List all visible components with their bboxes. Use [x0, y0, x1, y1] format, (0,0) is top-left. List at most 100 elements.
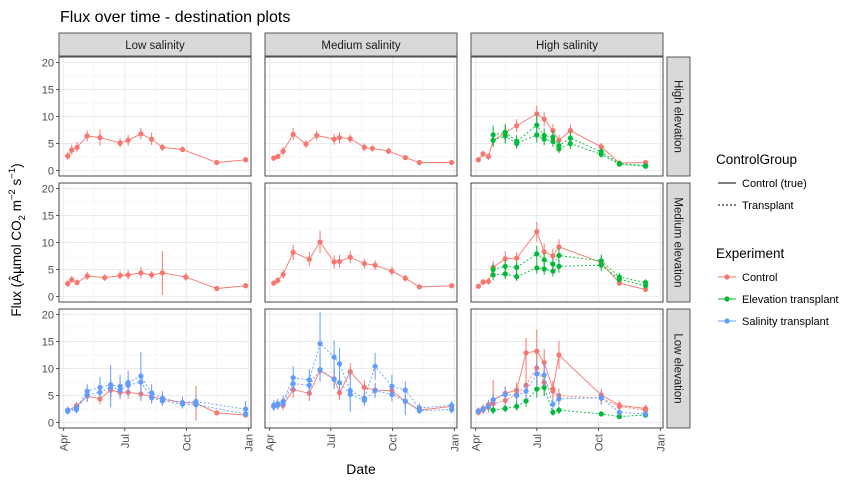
data-point — [317, 239, 323, 245]
data-point — [598, 395, 604, 401]
data-point — [449, 283, 455, 289]
data-point — [149, 395, 155, 401]
data-point — [556, 407, 562, 413]
data-point — [556, 263, 562, 269]
facet-panel: Apr Jul Oct Jan — [264, 308, 461, 452]
data-point — [347, 391, 353, 398]
facet-panel: 0 5 10 15 20 — [42, 56, 252, 178]
facet-panel: Apr Jul Oct Jan — [470, 308, 667, 452]
data-point — [514, 140, 520, 147]
data-point — [303, 141, 309, 147]
data-point — [616, 274, 622, 280]
x-tick-label: Jan — [243, 434, 255, 452]
data-point — [490, 407, 496, 413]
panel-border — [470, 308, 664, 429]
panel-border — [264, 182, 458, 303]
y-tick-label: 5 — [48, 391, 54, 403]
data-point — [642, 286, 649, 293]
data-point — [534, 122, 540, 128]
series-line — [493, 253, 646, 283]
row-strip-label: Medium elevation — [672, 197, 684, 287]
data-point — [490, 137, 496, 143]
data-point — [183, 274, 189, 280]
data-point — [514, 403, 520, 409]
data-point — [567, 135, 573, 141]
y-tick-label: 0 — [48, 292, 54, 304]
series — [65, 127, 249, 166]
data-point — [514, 273, 520, 280]
data-point — [475, 283, 481, 289]
data-point — [556, 137, 562, 143]
data-point — [138, 131, 144, 137]
column-strip-box — [264, 32, 458, 57]
data-point — [550, 409, 556, 415]
data-point — [416, 408, 423, 414]
data-point — [214, 410, 220, 416]
data-point — [280, 271, 286, 278]
data-point — [598, 258, 604, 264]
legend-color-key-point — [724, 274, 730, 280]
data-point — [514, 392, 520, 399]
data-point — [159, 144, 165, 150]
data-point — [402, 398, 408, 404]
data-point — [502, 391, 508, 398]
data-point — [361, 384, 367, 391]
series — [490, 245, 649, 286]
row-strip: High elevation — [666, 56, 691, 177]
data-point — [179, 146, 186, 153]
data-point — [642, 279, 649, 286]
legend-color-title: Experiment — [716, 246, 785, 261]
data-point — [480, 151, 486, 157]
series — [271, 357, 455, 414]
data-point — [598, 144, 604, 150]
data-point — [534, 265, 540, 271]
data-point — [65, 408, 71, 414]
data-point — [65, 153, 71, 159]
column-strip-box — [470, 32, 664, 57]
data-point — [616, 409, 622, 415]
row-strip: Medium elevation — [666, 182, 691, 303]
series — [475, 362, 649, 418]
data-point — [97, 134, 103, 141]
legend-color-label: Control — [742, 272, 777, 284]
data-point — [541, 266, 547, 272]
data-point — [372, 262, 378, 268]
data-point — [65, 281, 71, 287]
legend-linetype-label: Control (true) — [742, 178, 807, 190]
data-point — [271, 280, 277, 286]
data-point — [117, 272, 123, 279]
column-strip-label: Low salinity — [125, 40, 185, 52]
data-point — [331, 136, 337, 142]
data-point — [336, 361, 343, 367]
data-point — [369, 145, 376, 152]
data-point — [290, 131, 296, 137]
panel-border — [264, 308, 458, 429]
data-point — [514, 255, 520, 261]
data-point — [280, 400, 286, 406]
x-axis-label: Date — [346, 461, 376, 477]
data-point — [475, 157, 481, 163]
series — [65, 251, 249, 295]
data-point — [550, 268, 556, 274]
y-tick-label: 5 — [48, 265, 54, 277]
data-point — [84, 273, 90, 279]
data-point — [243, 283, 249, 289]
data-point — [361, 397, 367, 404]
data-point — [271, 403, 277, 409]
y-tick-label: 5 — [48, 139, 54, 151]
series-line — [273, 368, 452, 412]
row-strip-label: Low elevation — [672, 333, 684, 403]
data-point — [402, 275, 408, 281]
data-point — [490, 266, 496, 273]
y-axis-label: Flux (Âµmol CO2 m−2 s−1) — [7, 163, 28, 316]
data-point — [271, 155, 277, 161]
panel-border — [264, 56, 458, 177]
data-point — [534, 251, 540, 257]
facet-panel — [470, 182, 664, 303]
x-tick-label: Oct — [594, 434, 606, 451]
y-tick-label: 10 — [42, 112, 54, 124]
data-point — [372, 363, 378, 369]
data-point — [556, 396, 562, 402]
data-point — [616, 161, 622, 167]
data-point — [556, 244, 562, 250]
